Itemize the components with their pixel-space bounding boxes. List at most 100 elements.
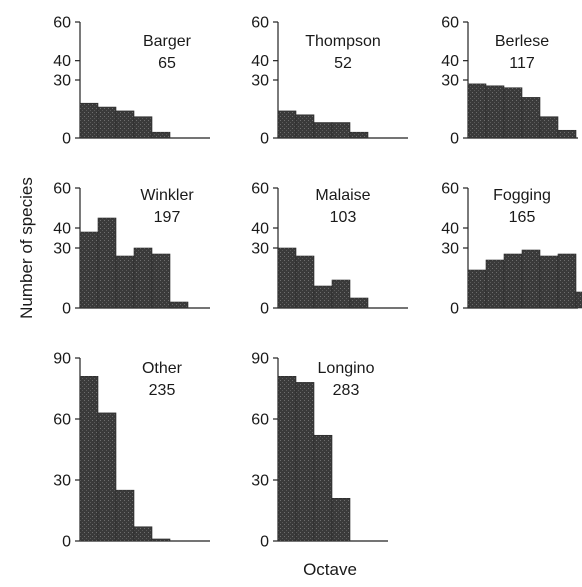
panel-longino: 0 30 60 90 Longino 283: [251, 351, 388, 551]
panel-label: Berlese: [495, 33, 549, 50]
bar: [349, 131, 369, 139]
y-tick-label: 0: [450, 301, 459, 318]
y-tick-label: 0: [260, 131, 269, 148]
bar: [557, 129, 577, 139]
bar: [557, 253, 577, 309]
bar: [97, 217, 117, 309]
y-tick-label: 30: [53, 241, 71, 258]
panel-other: 0 30 60 90 Other 235: [53, 351, 210, 551]
bar: [503, 253, 523, 309]
panel-count: 165: [509, 209, 536, 226]
panel-label: Winkler: [140, 187, 194, 204]
y-tick-label: 30: [441, 73, 459, 90]
bar: [115, 110, 135, 139]
bar: [349, 297, 369, 309]
panel-count: 52: [334, 55, 352, 72]
panel-barger: 0 30 40 60 Barger 65: [53, 15, 210, 148]
y-tick-label: 60: [251, 181, 269, 198]
bar: [79, 102, 99, 139]
panel-label: Barger: [143, 33, 192, 50]
y-tick-label: 90: [251, 351, 269, 368]
bar: [115, 255, 135, 309]
bar: [277, 110, 297, 139]
y-tick-label: 0: [62, 131, 71, 148]
y-tick-label: 60: [441, 181, 459, 198]
y-tick-label: 30: [441, 241, 459, 258]
panel-label: Thompson: [305, 33, 381, 50]
y-tick-label: 40: [441, 53, 459, 70]
panel-malaise: 0 30 40 60 Malaise 103: [251, 181, 408, 318]
panels: 0 30 40 60 Barger 65 0 30 40 60 Thompson 52 0 30 40 60 B…: [53, 15, 582, 551]
bar: [151, 131, 171, 139]
bar: [133, 247, 153, 309]
panel-count: 117: [509, 55, 535, 72]
panel-label: Longino: [318, 360, 375, 377]
panel-count: 283: [333, 382, 360, 399]
y-tick-label: 30: [53, 73, 71, 90]
y-tick-label: 0: [62, 301, 71, 318]
bar: [575, 291, 582, 309]
panel-count: 65: [158, 55, 176, 72]
bar: [521, 249, 541, 309]
y-tick-label: 60: [53, 181, 71, 198]
panel-thompson: 0 30 40 60 Thompson 52: [251, 15, 408, 148]
bar: [467, 269, 487, 309]
bar: [467, 83, 487, 139]
panel-winkler: 0 30 40 60 Winkler 197: [53, 181, 210, 318]
bar: [295, 255, 315, 309]
y-tick-label: 40: [53, 221, 71, 238]
bar: [313, 285, 333, 309]
bar: [331, 279, 351, 309]
bar: [151, 538, 171, 542]
y-tick-label: 30: [251, 73, 269, 90]
bar: [151, 253, 171, 309]
panel-count: 103: [330, 209, 357, 226]
bar: [331, 497, 351, 542]
bar: [169, 301, 189, 309]
y-tick-label: 0: [260, 301, 269, 318]
panel-count: 197: [154, 209, 181, 226]
bar: [115, 489, 135, 542]
y-tick-label: 30: [251, 241, 269, 258]
y-tick-label: 60: [53, 15, 71, 32]
y-tick-label: 0: [62, 534, 71, 551]
bar: [295, 382, 315, 542]
y-tick-label: 30: [251, 473, 269, 490]
bar: [97, 106, 117, 139]
bar: [79, 231, 99, 309]
y-tick-label: 60: [251, 412, 269, 429]
y-tick-label: 0: [260, 534, 269, 551]
y-tick-label: 60: [441, 15, 459, 32]
panel-count: 235: [149, 382, 176, 399]
bar: [97, 412, 117, 542]
bar: [503, 87, 523, 139]
bar: [79, 375, 99, 542]
bar: [313, 434, 333, 542]
bar: [485, 259, 505, 309]
y-axis-title: Number of species: [17, 177, 36, 319]
panel-label: Fogging: [493, 187, 551, 204]
panel-berlese: 0 30 40 60 Berlese 117: [441, 15, 578, 148]
bar: [313, 122, 333, 139]
y-tick-label: 40: [441, 221, 459, 238]
y-tick-label: 30: [53, 473, 71, 490]
panel-fogging: 0 30 40 60 Fogging 165: [441, 181, 582, 318]
x-axis-title: Octave: [303, 560, 357, 579]
y-tick-label: 60: [53, 412, 71, 429]
panel-label: Malaise: [315, 187, 370, 204]
bar: [539, 116, 559, 139]
y-tick-label: 40: [53, 53, 71, 70]
bar: [277, 375, 297, 542]
bar: [331, 122, 351, 139]
bar: [133, 116, 153, 139]
y-tick-label: 40: [251, 53, 269, 70]
bar: [539, 255, 559, 309]
y-tick-label: 90: [53, 351, 71, 368]
bar: [485, 85, 505, 139]
bar: [133, 526, 153, 542]
y-tick-label: 60: [251, 15, 269, 32]
bar: [521, 97, 541, 139]
bar: [277, 247, 297, 309]
